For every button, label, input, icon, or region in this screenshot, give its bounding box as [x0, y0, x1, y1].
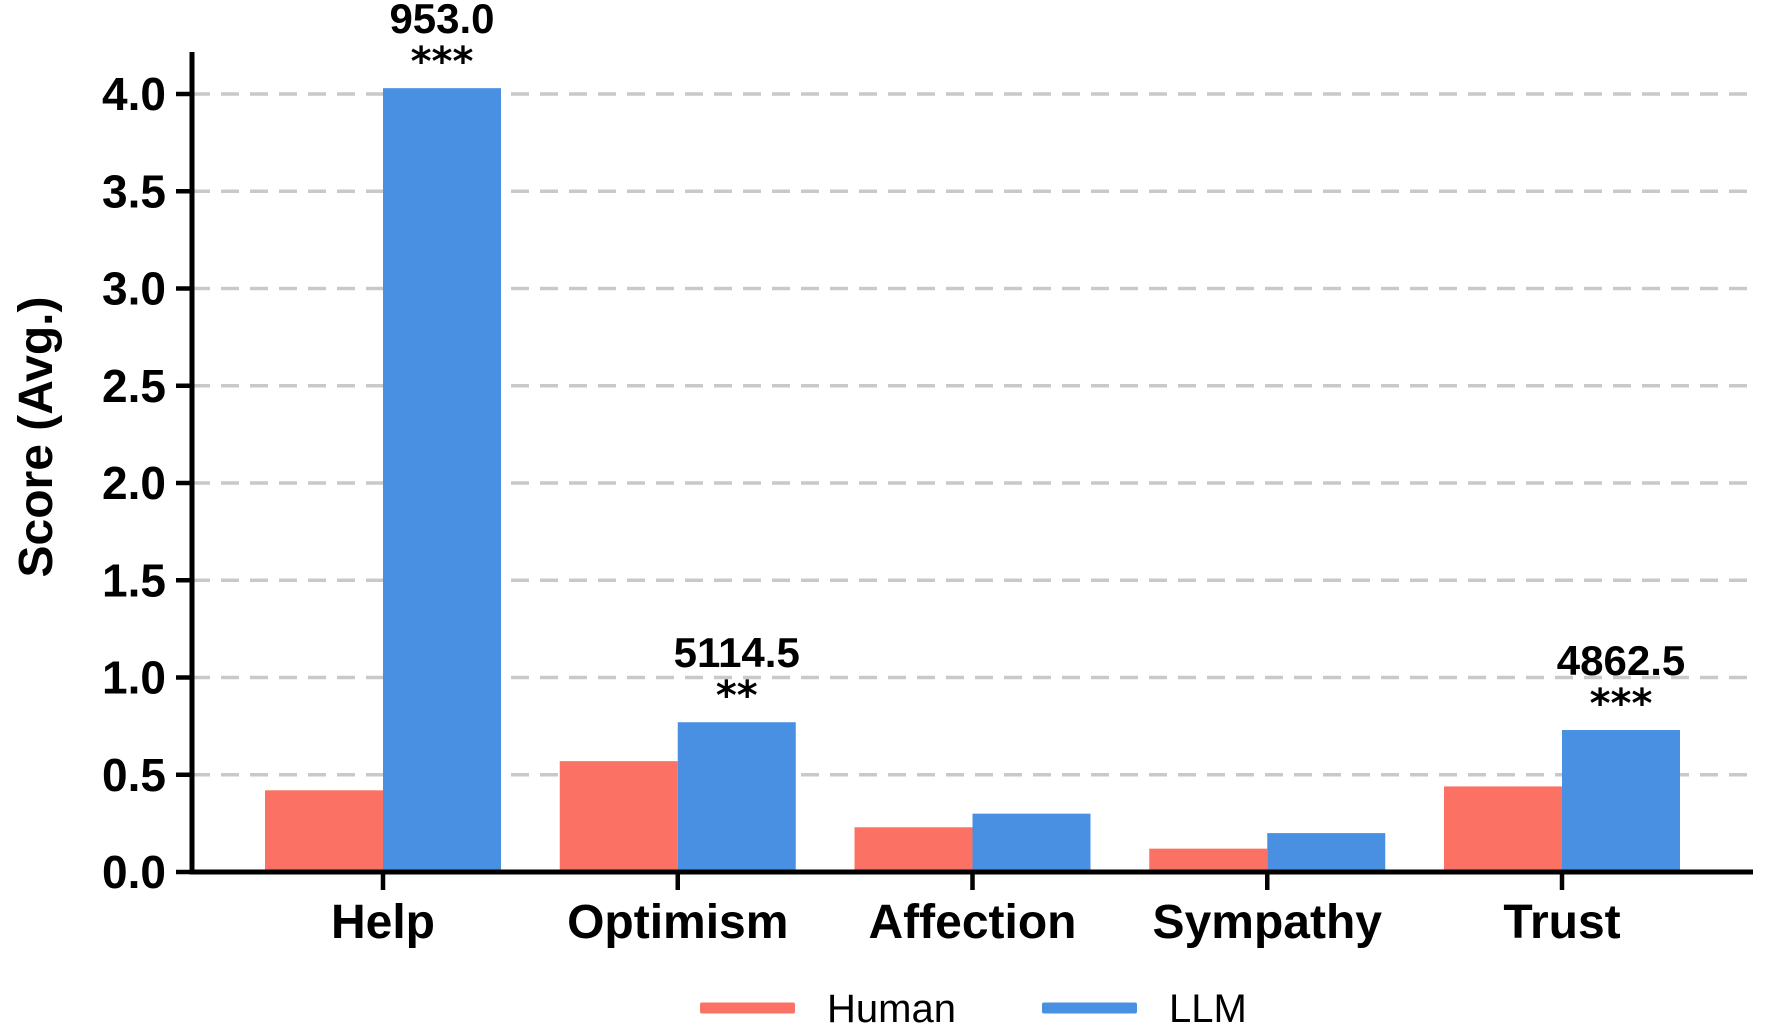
bar-trust-llm [1562, 730, 1680, 872]
x-category-label-sympathy: Sympathy [1153, 896, 1383, 949]
x-category-label-affection: Affection [869, 896, 1077, 949]
legend-swatch-llm [1042, 1002, 1137, 1014]
legend-label-llm: LLM [1169, 987, 1247, 1031]
y-tick-label: 3.5 [102, 165, 166, 217]
legend-swatch-human [700, 1002, 795, 1014]
annotation-stars: *** [411, 39, 474, 85]
annotation-value: 4862.5 [1557, 637, 1685, 684]
bar-help-llm [383, 88, 501, 873]
x-category-label-optimism: Optimism [567, 896, 788, 949]
bar-trust-human [1444, 786, 1562, 872]
annotation-stars: ** [716, 673, 758, 719]
y-tick-label: 2.0 [102, 457, 166, 509]
annotation-stars: *** [1590, 681, 1653, 727]
x-category-label-trust: Trust [1503, 896, 1620, 949]
annotation-value: 5114.5 [674, 629, 800, 676]
bar-affection-llm [972, 813, 1091, 872]
legend-label-human: Human [827, 987, 956, 1031]
annotation-value: 953.0 [389, 0, 494, 42]
bar-affection-human [854, 827, 973, 872]
y-tick-label: 0.5 [102, 749, 166, 801]
y-tick-label: 1.0 [102, 652, 166, 704]
x-category-label-help: Help [331, 896, 435, 949]
y-tick-label: 3.0 [102, 263, 166, 315]
y-tick-label: 0.0 [102, 846, 166, 898]
bar-sympathy-human [1149, 848, 1268, 872]
y-axis-label: Score (Avg.) [10, 297, 63, 578]
bar-help-human [265, 790, 383, 872]
bar-optimism-llm [677, 722, 796, 872]
bar-sympathy-llm [1267, 833, 1386, 872]
y-tick-label: 1.5 [102, 554, 166, 606]
bar-optimism-human [559, 761, 678, 872]
y-tick-label: 2.5 [102, 360, 166, 412]
y-tick-label: 4.0 [102, 68, 166, 120]
